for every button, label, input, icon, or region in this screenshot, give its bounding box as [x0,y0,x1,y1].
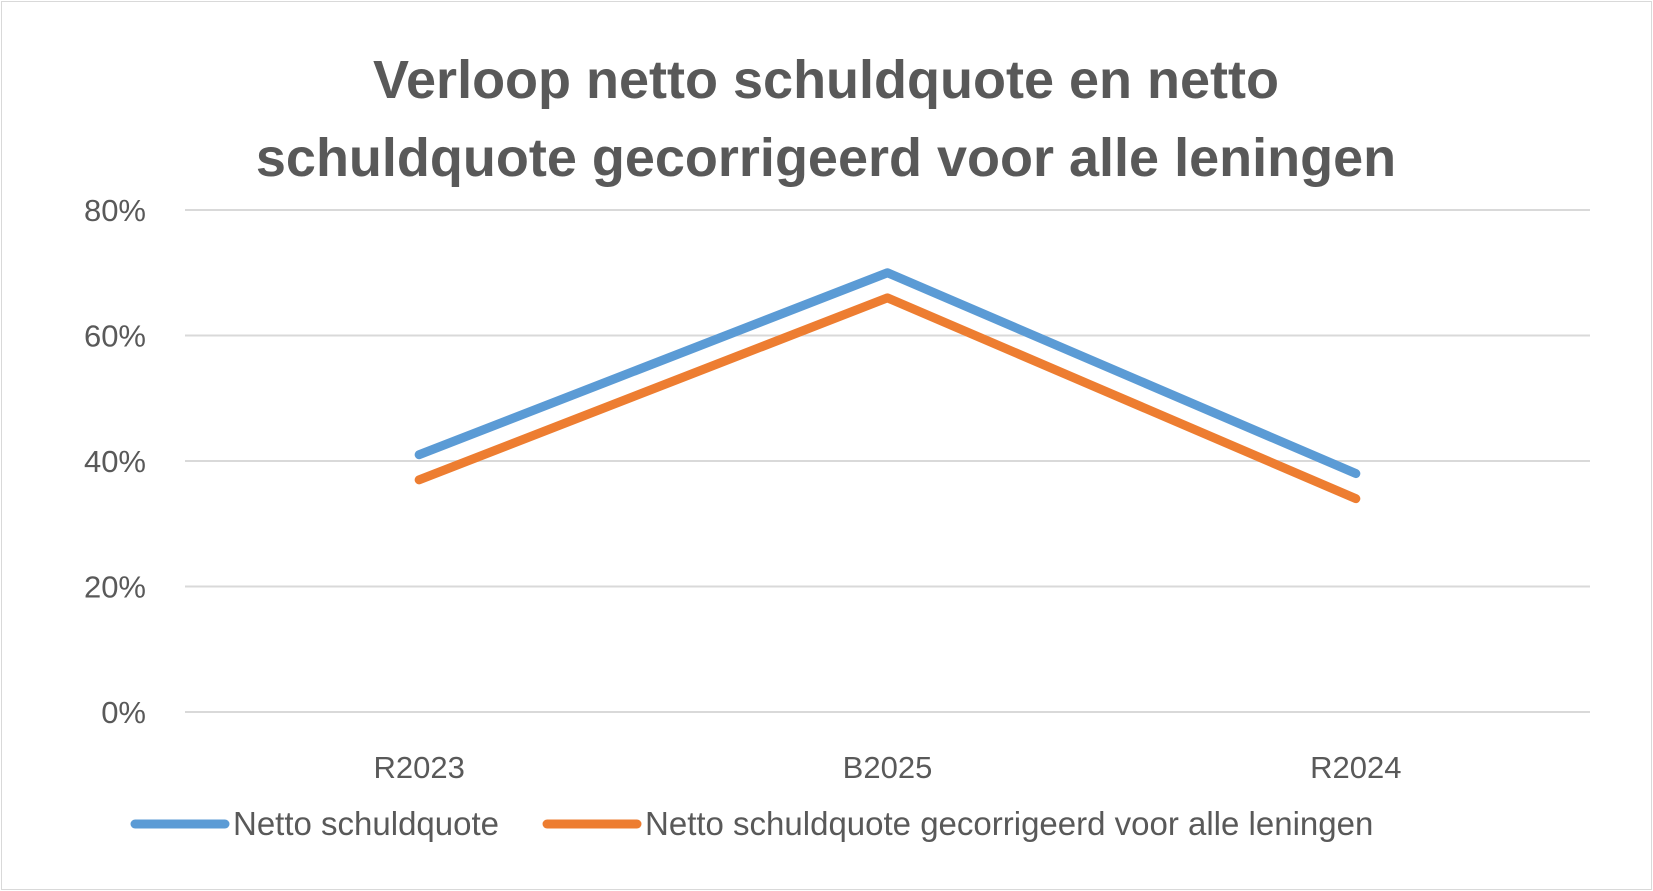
y-tick-label: 80% [84,193,146,228]
chart-title-line-1: Verloop netto schuldquote en netto [373,50,1279,110]
series-lines [414,268,1361,504]
series-line-1 [414,268,1361,479]
x-tick-label: B2025 [843,750,933,785]
legend-label-1: Netto schuldquote [233,805,499,842]
y-tick-label: 0% [101,695,146,730]
x-tick-label: R2024 [1310,750,1401,785]
gridlines [185,209,1590,713]
x-tick-label: R2023 [373,750,464,785]
y-tick-label: 20% [84,570,146,605]
legend: Netto schuldquote Netto schuldquote gecor… [130,805,1373,842]
y-axis-tick-labels: 0% 20% 40% 60% 80% [84,193,146,730]
y-tick-label: 40% [84,444,146,479]
legend-label-2: Netto schuldquote gecorrigeerd voor alle… [645,805,1373,842]
chart-title-line-2: schuldquote gecorrigeerd voor alle lenin… [256,128,1396,188]
chart-title: Verloop netto schuldquote en netto schul… [256,50,1396,188]
x-axis-tick-labels: R2023 B2025 R2024 [373,750,1401,785]
y-tick-label: 60% [84,319,146,354]
